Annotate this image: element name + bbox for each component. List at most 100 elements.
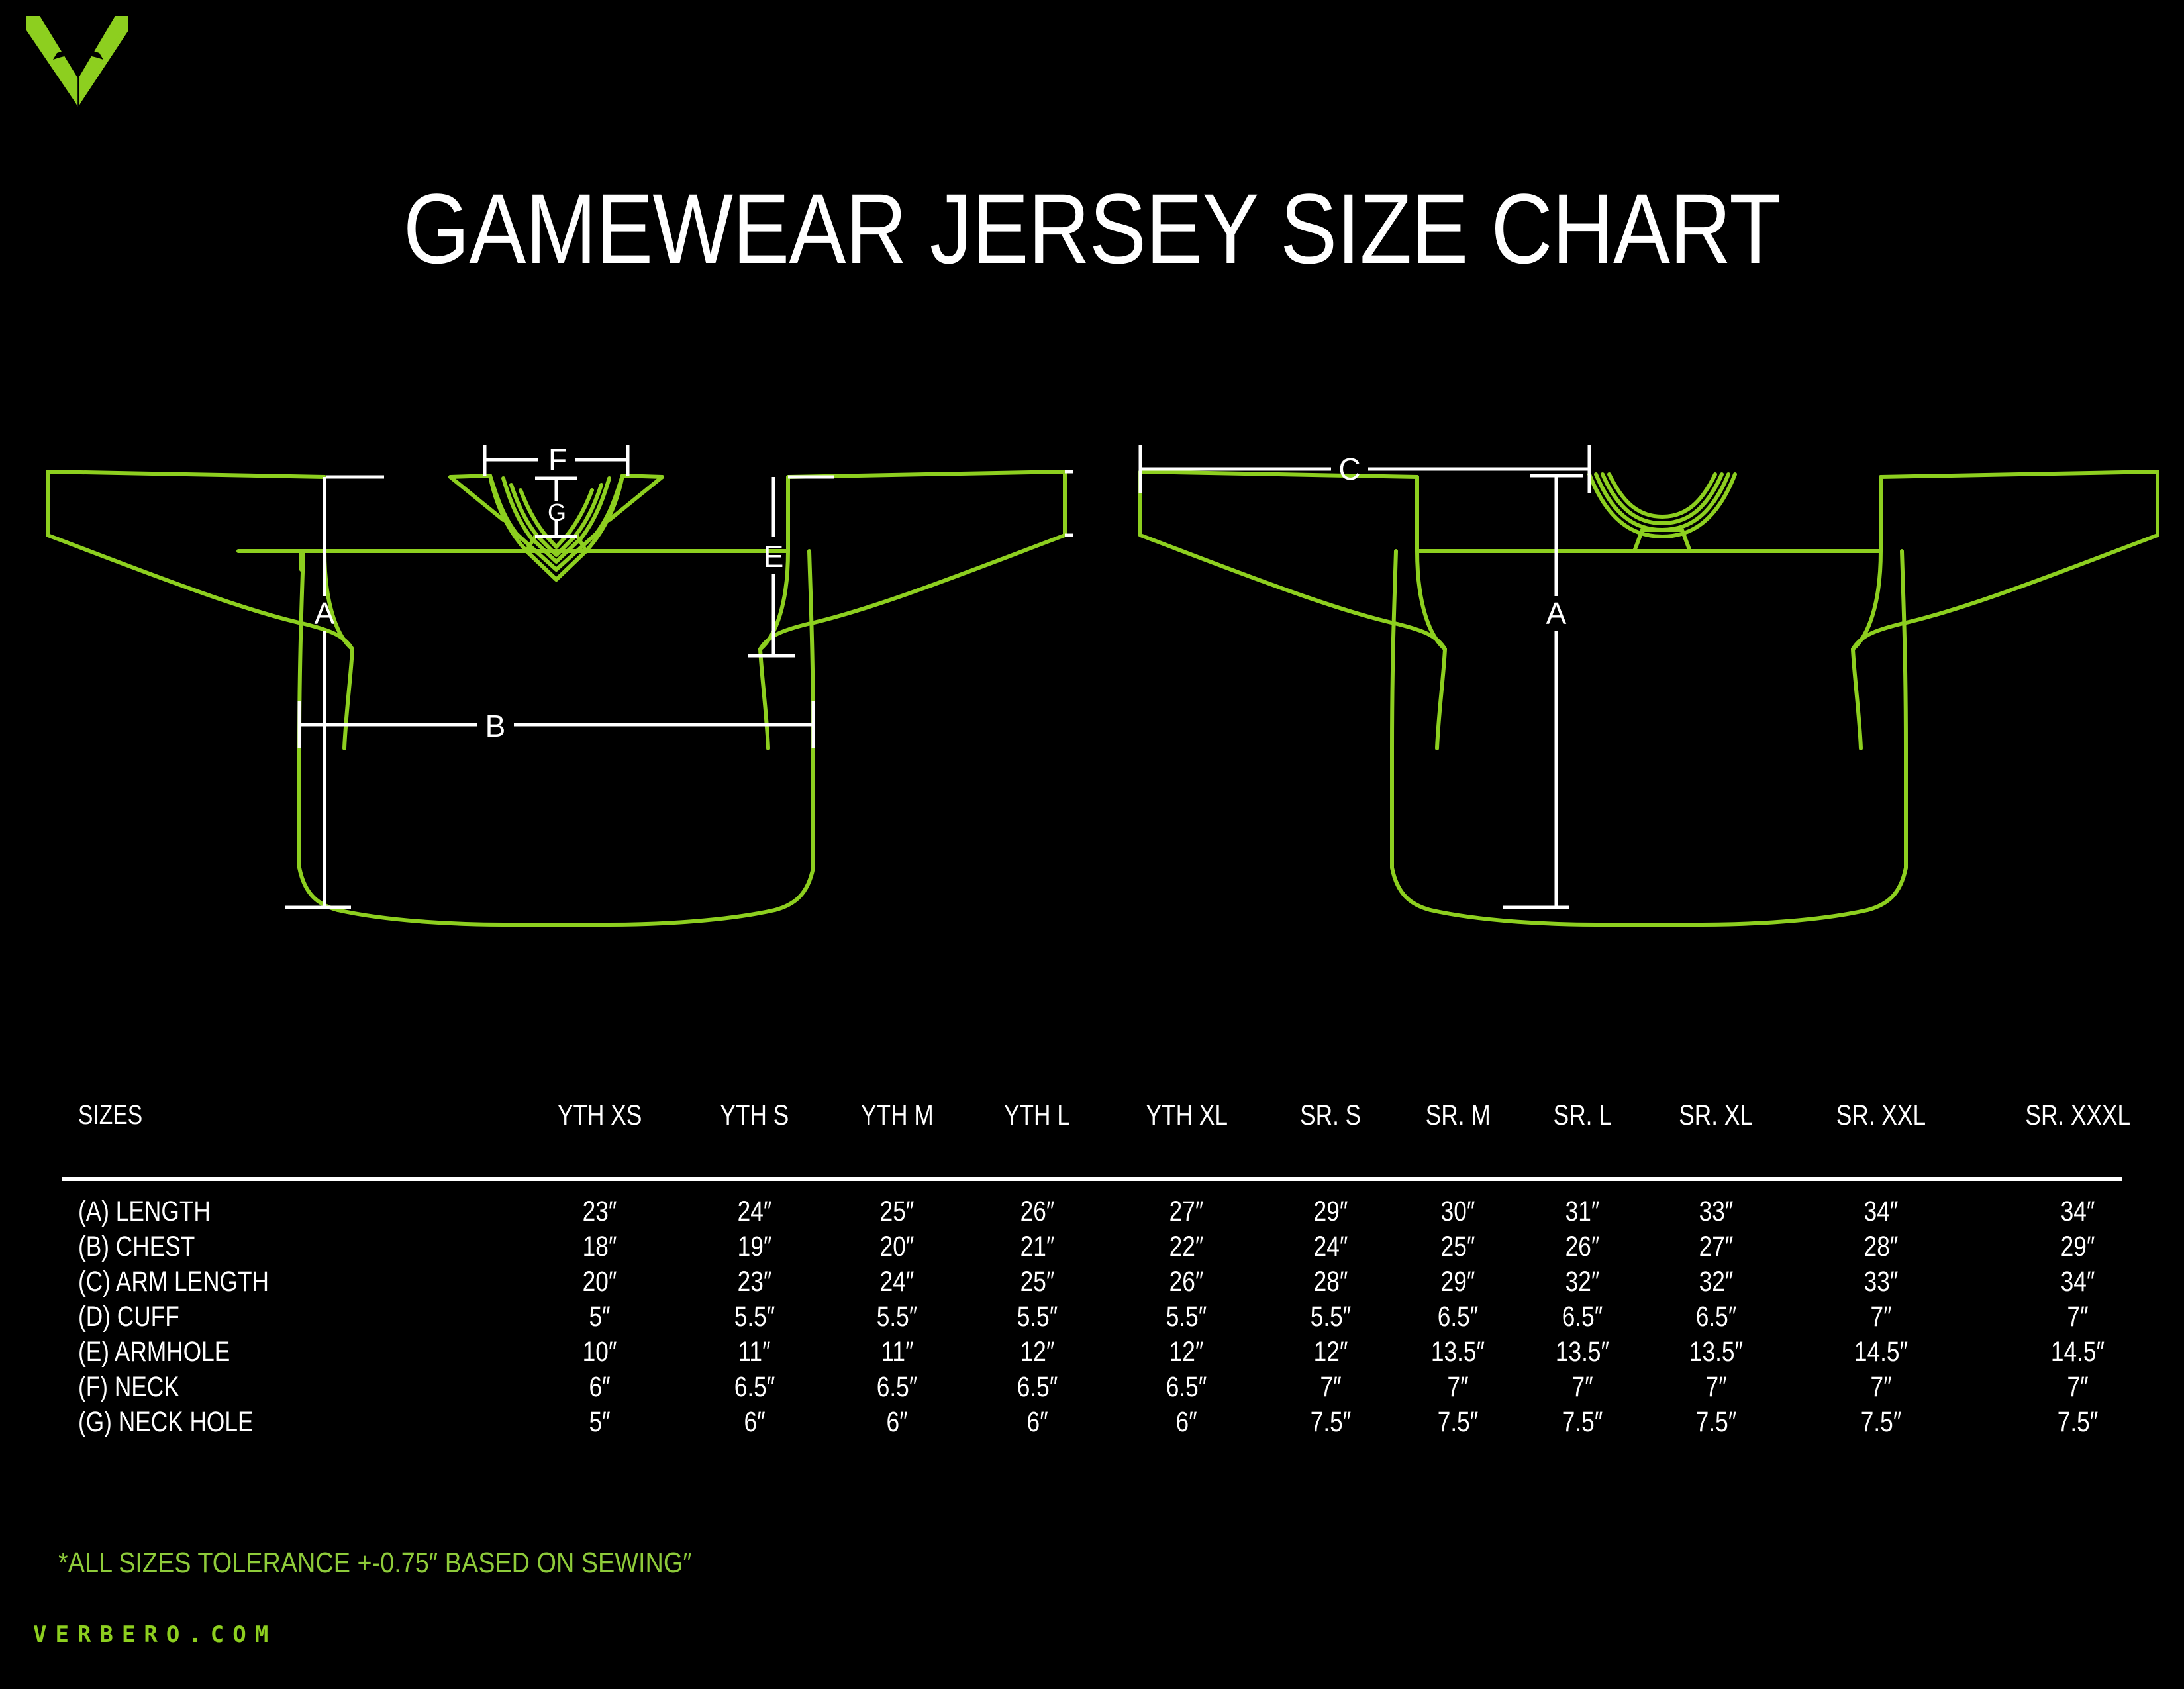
cell-length-yth-l: 26″ <box>1020 1196 1055 1227</box>
cell-armhole-yth-l: 12″ <box>1020 1336 1055 1368</box>
cell-neck-yth-s: 6.5″ <box>734 1371 775 1403</box>
cell-arm-length-sr-s: 28″ <box>1313 1266 1348 1298</box>
cell-length-yth-m: 25″ <box>879 1196 915 1227</box>
cell-neck-hole-yth-s: 6″ <box>744 1406 766 1438</box>
cell-chest-yth-xl: 22″ <box>1169 1231 1204 1262</box>
cell-chest-yth-xs: 18″ <box>582 1231 617 1262</box>
verbero-logo <box>23 7 148 126</box>
cell-length-sr-xxl: 34″ <box>1863 1196 1899 1227</box>
cell-cuff-sr-l: 6.5″ <box>1562 1301 1603 1333</box>
table-head: SIZES YTH XS YTH S YTH M YTH L YTH XL SR… <box>0 1100 2184 1181</box>
cell-neck-hole-sr-l: 7.5″ <box>1562 1406 1603 1438</box>
cell-cuff-sr-s: 5.5″ <box>1310 1301 1352 1333</box>
cell-neck-hole-sr-xxl: 7.5″ <box>1860 1406 1902 1438</box>
cell-cuff-sr-xl: 6.5″ <box>1695 1301 1737 1333</box>
cell-arm-length-sr-xxl: 33″ <box>1863 1266 1899 1298</box>
cell-neck-yth-l: 6.5″ <box>1017 1371 1058 1403</box>
cell-chest-sr-xl: 27″ <box>1699 1231 1734 1262</box>
cell-chest-sr-s: 24″ <box>1313 1231 1348 1262</box>
column-header-sr-xxl: SR. XXL <box>1836 1100 1926 1131</box>
row-label-arm-length: (C) ARM LENGTH <box>78 1266 269 1298</box>
table-row: (B) CHEST 18″ 19″ 20″ 21″ 22″ 24″ 25″ 26… <box>0 1229 2184 1264</box>
table-header-row: SIZES YTH XS YTH S YTH M YTH L YTH XL SR… <box>0 1100 2184 1177</box>
jersey-front-view: F G A B E D <box>46 442 1073 927</box>
cell-armhole-yth-xl: 12″ <box>1169 1336 1204 1368</box>
cell-armhole-yth-xs: 10″ <box>582 1336 617 1368</box>
table-row: (F) NECK 6″ 6.5″ 6.5″ 6.5″ 6.5″ 7″ 7″ 7″… <box>0 1370 2184 1405</box>
cell-armhole-sr-xxl: 14.5″ <box>1854 1336 1909 1368</box>
cell-neck-hole-sr-xl: 7.5″ <box>1695 1406 1737 1438</box>
column-header-sr-m: SR. M <box>1425 1100 1491 1131</box>
cell-arm-length-yth-l: 25″ <box>1020 1266 1055 1298</box>
table-header-rule <box>0 1177 2184 1181</box>
cell-neck-sr-xxl: 7″ <box>1870 1371 1892 1403</box>
table-body: (A) LENGTH 23″ 24″ 25″ 26″ 27″ 29″ 30″ 3… <box>0 1181 2184 1440</box>
row-label-cuff: (D) CUFF <box>78 1301 179 1333</box>
cell-neck-hole-yth-l: 6″ <box>1026 1406 1048 1438</box>
cell-neck-sr-m: 7″ <box>1447 1371 1469 1403</box>
jersey-back-view: C A <box>1138 445 2159 927</box>
cell-cuff-sr-m: 6.5″ <box>1437 1301 1479 1333</box>
cell-neck-yth-xl: 6.5″ <box>1166 1371 1207 1403</box>
header-divider <box>0 1177 2184 1181</box>
cell-cuff-yth-l: 5.5″ <box>1017 1301 1058 1333</box>
callout-letter-e: E <box>764 539 784 574</box>
cell-chest-sr-xxl: 28″ <box>1863 1231 1899 1262</box>
cell-neck-hole-sr-s: 7.5″ <box>1310 1406 1352 1438</box>
cell-length-yth-xl: 27″ <box>1169 1196 1204 1227</box>
cell-neck-yth-m: 6.5″ <box>876 1371 918 1403</box>
column-header-yth-xl: YTH XL <box>1146 1100 1228 1131</box>
cell-armhole-sr-xl: 13.5″ <box>1689 1336 1743 1368</box>
verbero-v-logo-icon <box>26 16 128 109</box>
diagram-area: F G A B E D <box>0 437 2184 980</box>
cell-arm-length-sr-m: 29″ <box>1440 1266 1475 1298</box>
callout-letter-a-front: A <box>315 596 335 631</box>
page-title: GAMEWEAR JERSEY SIZE CHART <box>403 173 1781 284</box>
cell-chest-sr-l: 26″ <box>1565 1231 1600 1262</box>
cell-arm-length-yth-xl: 26″ <box>1169 1266 1204 1298</box>
cell-arm-length-sr-xl: 32″ <box>1699 1266 1734 1298</box>
size-chart-table: SIZES YTH XS YTH S YTH M YTH L YTH XL SR… <box>0 1100 2184 1440</box>
cell-arm-length-yth-s: 23″ <box>737 1266 771 1298</box>
callout-letter-f: F <box>548 442 567 477</box>
cell-arm-length-sr-xxxl: 34″ <box>2060 1266 2095 1298</box>
callout-letter-a-back: A <box>1546 596 1567 631</box>
cell-cuff-yth-m: 5.5″ <box>876 1301 918 1333</box>
row-label-chest: (B) CHEST <box>78 1231 195 1262</box>
cell-armhole-sr-s: 12″ <box>1313 1336 1348 1368</box>
cell-armhole-yth-s: 11″ <box>738 1336 771 1368</box>
cell-length-sr-m: 30″ <box>1440 1196 1475 1227</box>
cell-neck-hole-yth-xs: 5″ <box>589 1406 611 1438</box>
cell-length-sr-l: 31″ <box>1565 1196 1600 1227</box>
column-header-sizes: SIZES <box>78 1100 143 1130</box>
cell-neck-sr-l: 7″ <box>1571 1371 1593 1403</box>
table-row: (E) ARMHOLE 10″ 11″ 11″ 12″ 12″ 12″ 13.5… <box>0 1335 2184 1370</box>
column-header-sr-xl: SR. XL <box>1679 1100 1754 1131</box>
column-header-sr-l: SR. L <box>1553 1100 1612 1131</box>
row-label-armhole: (E) ARMHOLE <box>78 1336 230 1368</box>
cell-neck-sr-xxxl: 7″ <box>2067 1371 2089 1403</box>
cell-cuff-yth-s: 5.5″ <box>734 1301 775 1333</box>
cell-cuff-sr-xxxl: 7″ <box>2067 1301 2089 1333</box>
cell-length-sr-xl: 33″ <box>1699 1196 1734 1227</box>
cell-neck-sr-xl: 7″ <box>1705 1371 1727 1403</box>
table-row: (A) LENGTH 23″ 24″ 25″ 26″ 27″ 29″ 30″ 3… <box>0 1181 2184 1229</box>
column-header-yth-l: YTH L <box>1004 1100 1071 1131</box>
cell-chest-yth-s: 19″ <box>737 1231 771 1262</box>
column-header-sr-s: SR. S <box>1300 1100 1362 1131</box>
cell-armhole-sr-l: 13.5″ <box>1555 1336 1610 1368</box>
cell-length-sr-xxxl: 34″ <box>2060 1196 2095 1227</box>
table-row: (C) ARM LENGTH 20″ 23″ 24″ 25″ 26″ 28″ 2… <box>0 1264 2184 1300</box>
cell-neck-sr-s: 7″ <box>1320 1371 1342 1403</box>
cell-neck-hole-sr-xxxl: 7.5″ <box>2057 1406 2099 1438</box>
row-label-length: (A) LENGTH <box>78 1196 211 1227</box>
cell-chest-yth-l: 21″ <box>1020 1231 1055 1262</box>
cell-cuff-yth-xs: 5″ <box>589 1301 611 1333</box>
cell-cuff-yth-xl: 5.5″ <box>1166 1301 1207 1333</box>
table-row: (G) NECK HOLE 5″ 6″ 6″ 6″ 6″ 7.5″ 7.5″ 7… <box>0 1405 2184 1440</box>
column-header-yth-xs: YTH XS <box>557 1100 642 1131</box>
cell-neck-hole-yth-xl: 6″ <box>1175 1406 1198 1438</box>
cell-armhole-yth-m: 11″ <box>881 1336 914 1368</box>
cell-arm-length-yth-m: 24″ <box>879 1266 915 1298</box>
row-label-neck-hole: (G) NECK HOLE <box>78 1406 254 1438</box>
